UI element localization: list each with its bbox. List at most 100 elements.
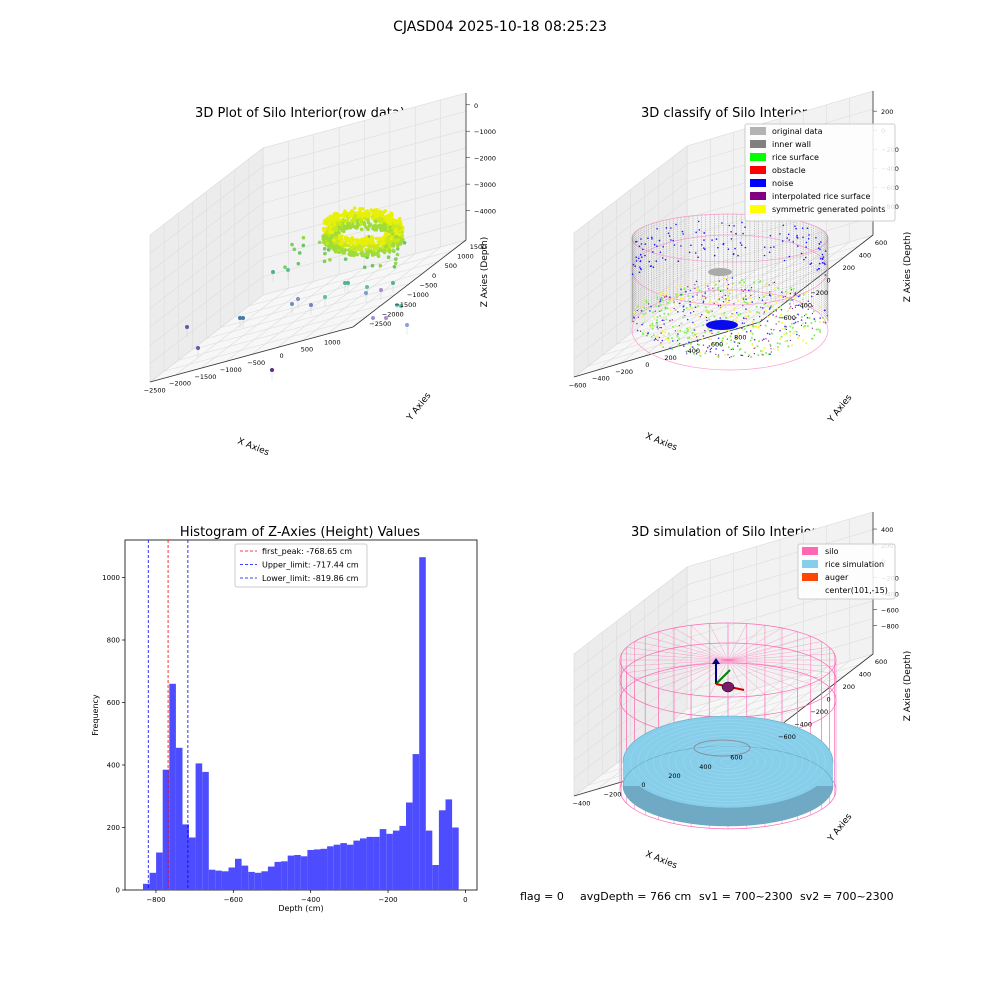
data-point (744, 351, 747, 354)
data-point (296, 261, 301, 266)
data-point (397, 216, 402, 221)
data-point (800, 324, 803, 326)
data-point (742, 329, 744, 331)
raw-xlabel: X Axies (236, 437, 271, 459)
data-point (374, 246, 379, 251)
data-point (669, 319, 671, 321)
data-point (331, 227, 336, 232)
data-point (707, 311, 710, 314)
data-point (376, 240, 381, 244)
noise-point (695, 231, 697, 234)
data-point (742, 284, 744, 287)
data-point (702, 300, 705, 303)
noise-point (672, 239, 674, 242)
data-point (726, 285, 729, 288)
data-point (642, 322, 645, 325)
data-point (773, 281, 776, 283)
hist-bar (156, 852, 163, 890)
noise-point (763, 254, 766, 257)
data-point (819, 317, 821, 319)
data-point (692, 335, 695, 338)
data-point (676, 296, 678, 299)
silo-spoke (621, 653, 729, 661)
data-point (636, 323, 638, 325)
data-point (768, 333, 771, 335)
data-point (758, 297, 761, 299)
data-point (792, 332, 795, 335)
data-point (337, 231, 341, 235)
noise-point (739, 242, 742, 244)
noise-point (742, 232, 744, 235)
grid-line (149, 184, 467, 328)
data-point (708, 345, 711, 347)
noise-point (647, 237, 649, 239)
data-point (393, 261, 398, 266)
hist-bar (241, 865, 249, 890)
noise-point (656, 228, 658, 230)
data-point (731, 277, 734, 279)
noise-point (694, 252, 697, 254)
data-point (343, 209, 347, 213)
data-point (768, 340, 770, 342)
data-point (775, 301, 778, 303)
data-point (774, 286, 776, 289)
data-point (361, 207, 365, 211)
data-point (725, 301, 728, 303)
data-point (372, 225, 377, 229)
hist-bar (406, 802, 413, 890)
noise-point (639, 253, 642, 256)
data-point (185, 325, 189, 329)
data-point (771, 332, 774, 335)
data-point (392, 242, 396, 246)
data-point (745, 331, 748, 333)
data-point (703, 295, 705, 297)
data-point (705, 297, 707, 299)
data-point (753, 319, 755, 321)
data-point (636, 309, 638, 312)
z-tick-label: −800 (881, 623, 899, 631)
data-point (371, 316, 375, 320)
data-point (696, 340, 699, 343)
data-point (662, 316, 665, 319)
data-point (777, 287, 780, 290)
noise-point (703, 239, 705, 241)
data-point (790, 316, 792, 318)
data-point (241, 316, 245, 320)
data-point (756, 311, 759, 313)
data-point (290, 242, 294, 247)
data-point (642, 313, 645, 316)
noise-point (688, 251, 691, 254)
data-point (793, 297, 796, 300)
data-point (717, 288, 719, 291)
data-point (656, 326, 658, 328)
data-point (761, 299, 764, 302)
data-point (772, 281, 775, 284)
data-point (795, 330, 798, 333)
data-point (386, 240, 391, 245)
data-point (652, 334, 655, 337)
data-point (283, 265, 287, 270)
x-tick-label: 600 (730, 754, 742, 762)
grid-line (573, 216, 874, 360)
hist-bar (254, 872, 262, 890)
data-point (673, 301, 675, 303)
data-point (367, 224, 372, 228)
data-point (322, 259, 327, 264)
data-point (667, 301, 669, 304)
data-point (362, 265, 367, 270)
data-point (354, 242, 359, 246)
data-point (716, 301, 719, 304)
panel-classify: 3D classify of Silo Interior −600 −400 −20… (569, 90, 913, 453)
data-point (343, 257, 348, 261)
data-point (690, 345, 693, 348)
data-point (368, 245, 373, 249)
data-point (791, 326, 794, 329)
z-tick-label: −2000 (474, 155, 496, 163)
noise-point (819, 248, 821, 250)
data-point (813, 334, 816, 337)
data-point (321, 237, 326, 242)
data-point (379, 288, 383, 292)
noise-point (809, 263, 811, 266)
data-point (651, 327, 654, 330)
z-tick-label: −4000 (474, 208, 496, 216)
